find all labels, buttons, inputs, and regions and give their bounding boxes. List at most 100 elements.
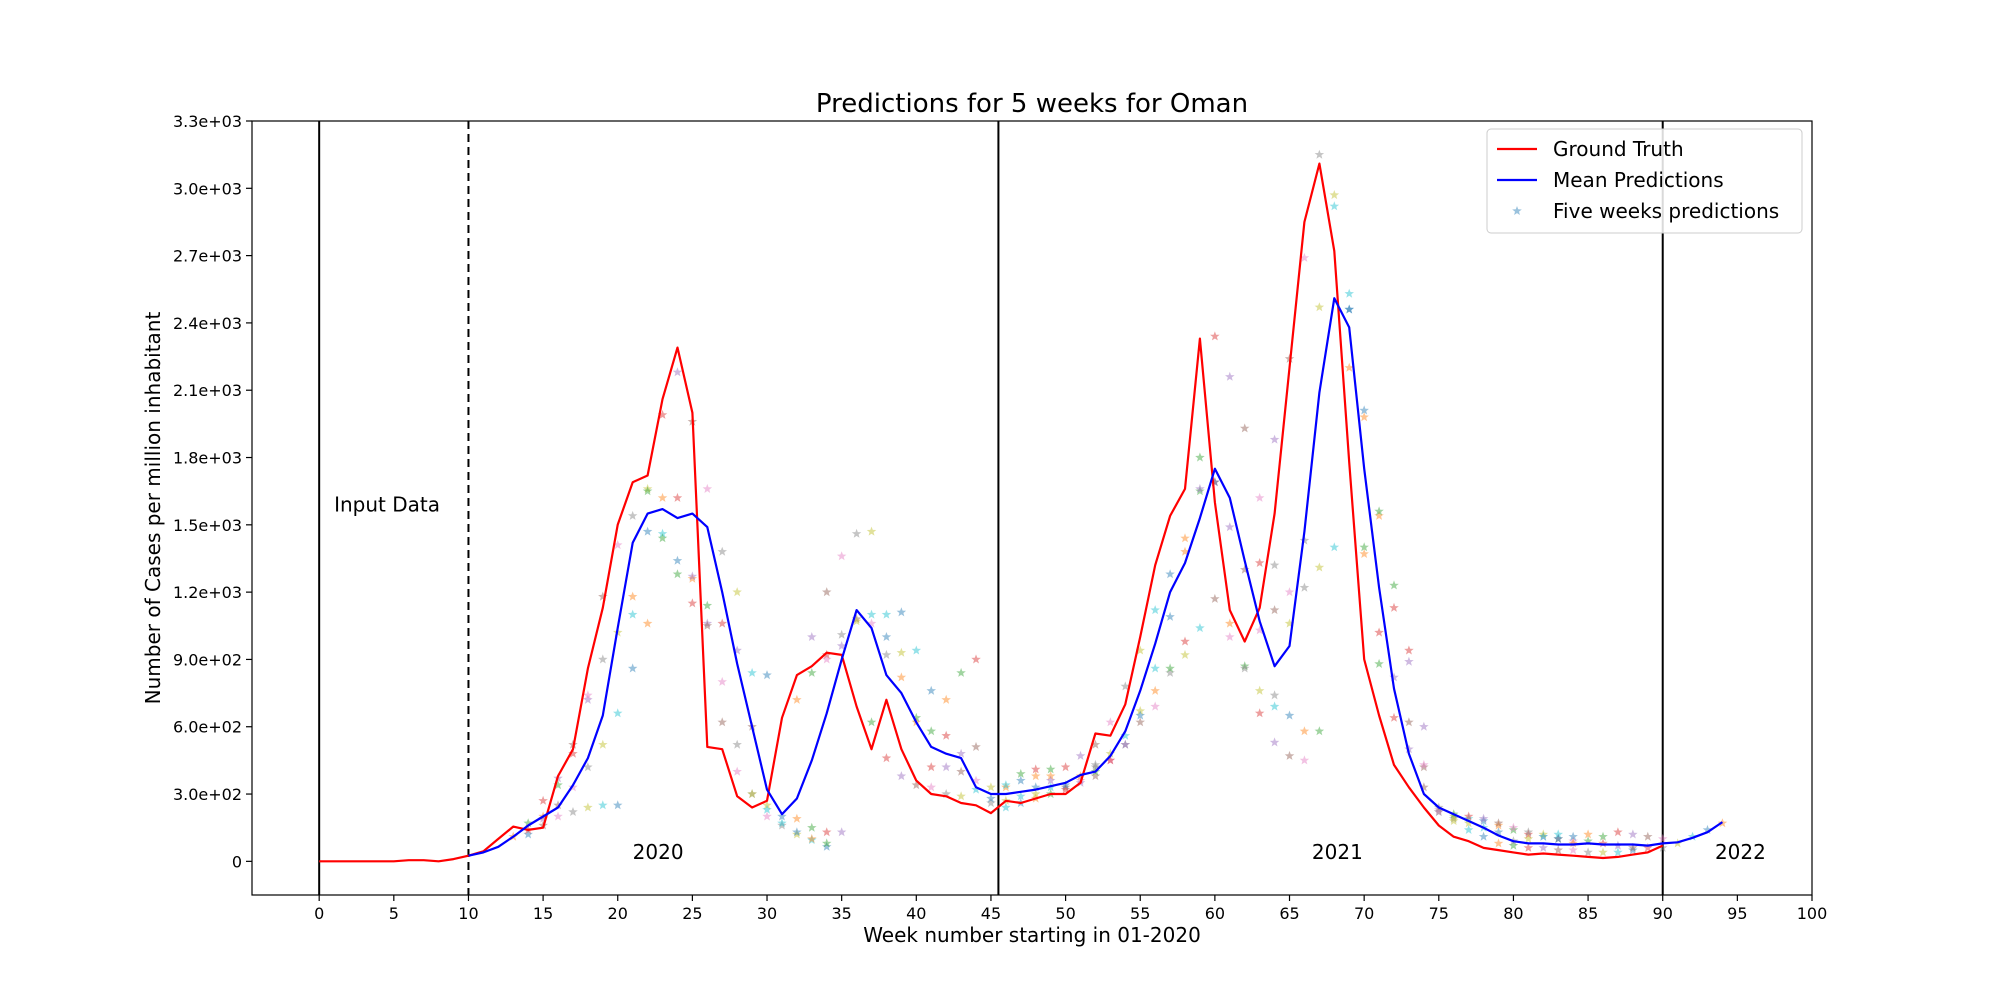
prediction-star-marker: [1060, 762, 1071, 772]
prediction-star-marker: [1538, 831, 1548, 841]
prediction-star-marker: [1329, 190, 1340, 200]
x-tick-label: 25: [682, 904, 702, 923]
y-tick-label: 9.0e+02: [173, 650, 242, 669]
prediction-star-marker: [1508, 824, 1519, 834]
prediction-star-marker: [1449, 816, 1459, 825]
annotation-1: 2020: [633, 840, 684, 864]
y-tick-label: 1.2e+03: [173, 583, 242, 602]
prediction-star-marker: [1598, 838, 1608, 848]
prediction-star-marker: [1583, 836, 1593, 846]
prediction-star-marker: [1314, 726, 1325, 736]
x-tick-label: 85: [1578, 904, 1598, 923]
prediction-star-marker: [807, 632, 817, 641]
prediction-star-marker: [1225, 632, 1235, 641]
prediction-star-marker: [1120, 739, 1131, 749]
prediction-star-marker: [1195, 452, 1205, 462]
prediction-star-marker: [702, 620, 713, 630]
prediction-star-marker: [866, 618, 877, 628]
prediction-star-marker: [627, 609, 638, 619]
prediction-star-marker: [1583, 847, 1593, 857]
mean-predictions-line: [468, 297, 1724, 857]
x-tick-label: 5: [389, 904, 399, 923]
prediction-star-marker: [1493, 827, 1504, 837]
prediction-star-marker: [1523, 842, 1534, 852]
prediction-star-marker: [598, 654, 608, 664]
prediction-star-marker: [1359, 542, 1369, 552]
prediction-star-marker: [1463, 811, 1474, 821]
prediction-star-marker: [881, 649, 892, 659]
prediction-star-marker: [568, 807, 578, 816]
prediction-star-marker: [1299, 252, 1310, 262]
prediction-star-marker: [1299, 755, 1310, 765]
prediction-star-marker: [1478, 813, 1489, 823]
x-tick-label: 65: [1279, 904, 1299, 923]
prediction-star-marker: [1523, 827, 1534, 837]
prediction-star-marker: [822, 649, 832, 659]
prediction-star-marker: [1434, 807, 1444, 816]
prediction-star-marker: [911, 645, 922, 655]
prediction-star-marker: [732, 587, 742, 597]
prediction-star-marker: [732, 645, 742, 655]
prediction-star-marker: [1344, 288, 1354, 298]
prediction-star-marker: [1210, 477, 1220, 487]
prediction-star-marker: [1090, 759, 1101, 769]
prediction-star-marker: [687, 598, 698, 608]
prediction-star-marker: [1105, 717, 1116, 727]
prediction-star-marker: [732, 739, 742, 749]
prediction-star-marker: [1016, 768, 1026, 778]
prediction-star-marker: [866, 526, 877, 536]
prediction-star-marker: [1150, 685, 1160, 695]
prediction-star-marker: [1419, 782, 1429, 792]
prediction-star-marker: [762, 800, 772, 810]
prediction-star-marker: [1254, 708, 1265, 718]
prediction-star-marker: [642, 526, 653, 536]
prediction-star-marker: [1180, 546, 1190, 556]
prediction-star-marker: [1016, 775, 1026, 785]
prediction-star-marker: [941, 789, 951, 799]
prediction-star-marker: [1240, 564, 1250, 574]
prediction-star-marker: [911, 712, 922, 722]
prediction-star-marker: [1254, 558, 1265, 567]
prediction-star-marker: [1135, 706, 1145, 716]
prediction-star-marker: [1284, 710, 1295, 720]
y-tick-label: 2.7e+03: [173, 247, 242, 266]
prediction-star-marker: [642, 486, 653, 496]
prediction-star-marker: [762, 811, 772, 821]
x-tick-label: 60: [1205, 904, 1225, 923]
prediction-star-marker: [1598, 831, 1608, 841]
prediction-star-marker: [1374, 658, 1384, 668]
prediction-star-marker: [1060, 780, 1071, 790]
prediction-star-marker: [1419, 759, 1429, 769]
prediction-star-marker: [1299, 726, 1310, 736]
prediction-star-marker: [642, 483, 653, 493]
prediction-star-marker: [777, 820, 787, 830]
prediction-star-marker: [1105, 755, 1116, 765]
prediction-star-marker: [1449, 813, 1459, 823]
prediction-star-marker: [1628, 842, 1638, 852]
x-tick-label: 35: [831, 904, 851, 923]
x-tick-label: 10: [458, 904, 478, 923]
prediction-star-marker: [538, 795, 548, 805]
prediction-star-marker: [1568, 838, 1578, 848]
prediction-star-marker: [1240, 423, 1250, 433]
y-tick-label: 1.5e+03: [173, 516, 242, 535]
prediction-star-marker: [717, 618, 727, 628]
prediction-star-marker: [1359, 412, 1369, 422]
prediction-star-marker: [1493, 820, 1504, 830]
prediction-star-marker: [747, 789, 757, 799]
prediction-star-marker: [1449, 811, 1459, 821]
prediction-star-marker: [762, 670, 772, 680]
prediction-star-marker: [1165, 569, 1175, 579]
prediction-star-marker: [1643, 831, 1653, 841]
prediction-star-marker: [1314, 562, 1325, 572]
prediction-star-marker: [1090, 739, 1101, 749]
prediction-star-marker: [523, 829, 533, 839]
prediction-star-marker: [1359, 549, 1369, 558]
prediction-star-marker: [986, 798, 996, 808]
prediction-star-marker: [553, 780, 563, 790]
prediction-star-marker: [1404, 645, 1414, 655]
prediction-star-marker: [1568, 831, 1578, 841]
prediction-star-marker: [1031, 782, 1041, 792]
prediction-star-marker: [1045, 764, 1056, 774]
